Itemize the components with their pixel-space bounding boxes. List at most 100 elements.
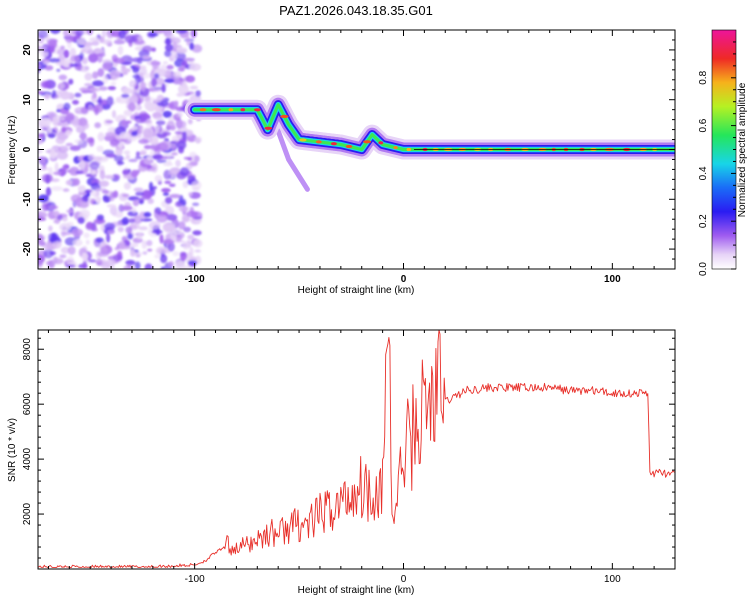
noise-blob [159, 234, 164, 244]
heatmap-y-tick-label: -20 [22, 241, 33, 256]
heatmap-y-tick-label: 20 [22, 44, 33, 56]
noise-blob [83, 189, 93, 193]
noise-blob [188, 192, 193, 197]
noise-blob [191, 44, 203, 53]
noise-blob [52, 258, 64, 265]
noise-blob [156, 214, 168, 223]
noise-blob [83, 232, 90, 239]
noise-blob [79, 209, 91, 219]
noise-blob [195, 90, 201, 97]
noise-blob [125, 120, 132, 124]
noise-blob [175, 159, 181, 167]
noise-blob [96, 145, 104, 152]
noise-blob [74, 107, 87, 115]
noise-blob [138, 124, 143, 134]
noise-blob [52, 116, 59, 126]
noise-blob [147, 198, 154, 205]
noise-blob [120, 68, 131, 73]
noise-blob [142, 55, 151, 60]
noise-blob [95, 258, 103, 266]
noise-blob [105, 259, 115, 269]
noise-blob [86, 137, 95, 144]
noise-blob [102, 39, 113, 45]
noise-blob [162, 110, 172, 118]
noise-blob [115, 147, 123, 156]
noise-blob [189, 63, 202, 71]
noise-blob [97, 68, 105, 77]
noise-blob [178, 112, 183, 117]
noise-blob [38, 233, 44, 243]
noise-blob [63, 102, 71, 111]
noise-blob [187, 234, 195, 240]
noise-blob [152, 186, 157, 190]
noise-blob [105, 120, 114, 124]
noise-blob [60, 246, 70, 254]
noise-blob [174, 100, 179, 107]
snr-frame [37, 329, 676, 570]
noise-blob [121, 217, 129, 225]
noise-blob [154, 175, 163, 182]
noise-blob [81, 90, 90, 94]
snr-y-tick-label: 6000 [22, 393, 33, 416]
noise-blob [182, 180, 189, 189]
noise-blob [52, 90, 57, 98]
noise-blob [161, 188, 171, 193]
noise-blob [163, 61, 168, 65]
noise-blob [57, 115, 65, 121]
noise-blob [183, 226, 192, 233]
noise-blob [75, 126, 86, 134]
noise-blob [125, 259, 136, 266]
noise-blob [132, 199, 140, 207]
noise-blob [155, 125, 160, 134]
snr-plot-area [38, 330, 675, 569]
ridge-hotspot [254, 108, 261, 112]
noise-blob [85, 221, 94, 230]
noise-blob [138, 138, 149, 144]
noise-blob [66, 41, 72, 49]
noise-blob [170, 231, 177, 241]
noise-blob [44, 65, 54, 71]
noise-blob [128, 218, 136, 224]
noise-blob [89, 161, 100, 170]
noise-blob [44, 93, 51, 100]
noise-blob [123, 182, 131, 190]
noise-blob [118, 241, 126, 250]
noise-blob [120, 205, 133, 211]
noise-blob [40, 117, 52, 128]
noise-blob [88, 259, 97, 263]
secondary-streak [271, 117, 310, 192]
noise-blob [183, 265, 192, 269]
noise-blob [160, 254, 168, 264]
snr-y-tick-label: 4000 [22, 448, 33, 471]
noise-blob [110, 81, 117, 86]
ridge-hotspot [264, 126, 273, 130]
noise-blob [170, 152, 178, 156]
noise-blob [164, 49, 172, 58]
noise-blob [121, 87, 133, 95]
heatmap-x-tick-label: -100 [185, 274, 205, 285]
noise-blob [95, 196, 102, 203]
noise-blob [48, 232, 59, 243]
noise-blob [62, 188, 70, 192]
ridge-hotspot [345, 144, 353, 149]
noise-blob [66, 209, 74, 213]
noise-blob [122, 169, 130, 175]
noise-blob [174, 130, 184, 135]
noise-blob [160, 266, 166, 269]
noise-blob [80, 48, 86, 53]
noise-blob [131, 130, 138, 137]
noise-blob [60, 82, 66, 90]
noise-blob [187, 157, 193, 161]
noise-blob [49, 45, 56, 54]
noise-blob [164, 180, 172, 184]
ridge-hotspot [406, 147, 412, 152]
noise-blob [92, 71, 99, 79]
noise-blob [38, 211, 48, 219]
noise-blob [50, 178, 60, 182]
noise-blob [121, 193, 130, 198]
noise-blob [134, 112, 139, 116]
noise-blob [112, 254, 123, 261]
colorbar-tick-label: 0.2 [698, 214, 709, 228]
ridge-hotspot [393, 146, 398, 150]
